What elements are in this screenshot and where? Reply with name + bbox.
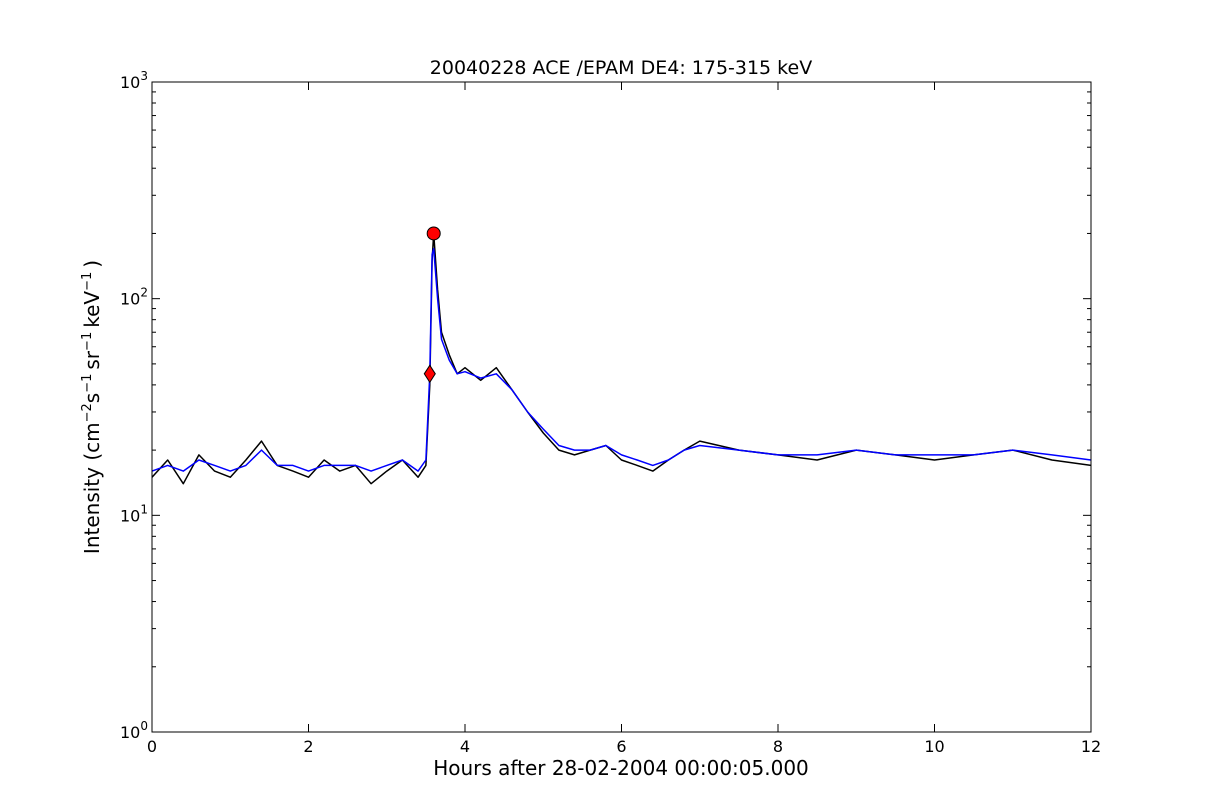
x-tick-label-2: 4: [460, 737, 470, 756]
y-axis-title-prefix: Intensity (cm: [80, 422, 104, 554]
series-line-1: [151, 247, 1092, 472]
plot-area-frame: [151, 81, 1092, 733]
y-tick-label-2: 102: [120, 286, 148, 309]
x-axis-title: Hours after 28-02-2004 00:00:05.000: [433, 756, 809, 780]
y-axis-title-mid3: keV: [80, 291, 104, 328]
marker-diamond-1: [423, 364, 436, 384]
y-axis-title-suffix: ): [80, 260, 104, 268]
y-axis-title: Intensity (cm−2s−1sr−1keV−1): [80, 260, 104, 554]
x-tick-label-0: 0: [147, 737, 157, 756]
y-axis-title-sup3: −1: [80, 332, 95, 351]
x-tick-label-4: 8: [773, 737, 783, 756]
y-axis-title-mid1: s: [80, 393, 104, 403]
y-axis-title-mid2: sr: [80, 350, 104, 369]
y-tick-label-3: 103: [120, 69, 148, 92]
marker-circle-0: [426, 226, 441, 241]
chart-title: 20040228 ACE /EPAM DE4: 175-315 keV: [430, 57, 812, 79]
y-axis-title-sup2: −1: [80, 374, 95, 393]
y-axis-title-sup4: −1: [80, 272, 95, 291]
y-tick-label-1: 101: [120, 502, 148, 525]
series-layer: [151, 232, 1092, 485]
series-line-0: [151, 232, 1092, 485]
marker-layer: [423, 226, 441, 384]
x-axis: 0 2 4 6 8 10 12: [147, 82, 1101, 756]
y-axis: 100 101 102 103: [120, 69, 1091, 742]
x-tick-label-3: 6: [616, 737, 626, 756]
x-tick-label-5: 10: [924, 737, 944, 756]
x-tick-label-1: 2: [303, 737, 313, 756]
x-tick-label-6: 12: [1081, 737, 1101, 756]
y-tick-label-0: 100: [120, 719, 148, 742]
y-axis-title-sup1: −2: [80, 403, 95, 422]
